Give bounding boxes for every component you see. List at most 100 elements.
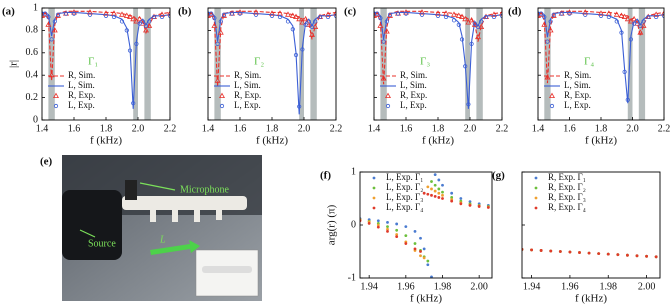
data-point: [48, 71, 55, 78]
data-point: [641, 19, 646, 24]
data-point: [437, 196, 441, 199]
data-point: [208, 11, 215, 17]
x-tick-label: 2.2: [164, 123, 177, 134]
data-point: [654, 255, 658, 259]
data-point: [549, 92, 555, 98]
data-point: [395, 222, 399, 226]
x-tick-label: 2.0: [298, 123, 311, 134]
legend-label: L, Sim.: [234, 80, 261, 90]
data-point: [325, 11, 331, 17]
panel-label: (d): [508, 6, 522, 18]
inset-tube: [202, 266, 252, 273]
panel-label: (a): [2, 6, 15, 18]
data-point: [549, 103, 555, 109]
data-point: [538, 11, 545, 17]
data-point: [217, 29, 224, 35]
band: [214, 8, 221, 120]
data-point: [433, 183, 437, 187]
band: [638, 8, 646, 120]
data-point: [386, 220, 389, 224]
data-point: [422, 256, 426, 260]
plot-frame: [359, 171, 493, 279]
data-point: [613, 11, 620, 17]
data-point: [419, 254, 422, 258]
data-point: [606, 14, 611, 20]
data-point: [466, 102, 471, 107]
legend-label: L, Sim.: [68, 80, 95, 90]
legend-label: L, Exp. Γ₁: [386, 172, 423, 182]
legend-label: R, Exp. Γ₄: [548, 202, 586, 212]
legend-label: L, Exp.: [400, 100, 427, 110]
data-point: [119, 19, 125, 24]
data-point: [136, 15, 143, 22]
plot-frame: [41, 7, 171, 121]
data-point: [426, 192, 430, 196]
data-point: [229, 11, 235, 16]
data-point: [441, 193, 444, 197]
data-point: [433, 173, 437, 177]
data-point: [269, 10, 275, 16]
x-tick-label: 1.6: [400, 123, 413, 134]
data-point: [598, 10, 604, 16]
pointer: [139, 182, 176, 191]
data-point: [377, 22, 384, 28]
y-tick-label: 0.6: [26, 47, 39, 58]
legend-label: R, Exp.: [68, 90, 95, 100]
data-point: [130, 15, 137, 22]
data-point: [568, 250, 572, 254]
panel-label: (c): [344, 6, 357, 18]
x-tick-label: 1.94: [360, 281, 378, 292]
data-point: [621, 13, 628, 19]
data-point: [403, 11, 409, 16]
x-axis-label: f (kHz): [256, 135, 288, 147]
x-tick-label: 2.2: [658, 123, 670, 134]
data-point: [635, 254, 639, 258]
data-point: [479, 19, 484, 24]
data-point: [221, 12, 227, 17]
data-point: [419, 12, 425, 17]
data-point: [167, 13, 170, 18]
data-point: [303, 22, 308, 27]
data-point: [450, 199, 454, 203]
data-point: [52, 19, 57, 24]
y-tick-label: -1: [348, 272, 356, 283]
data-point: [468, 17, 475, 23]
data-point: [111, 10, 117, 16]
data-point: [103, 13, 109, 18]
data-point: [386, 227, 389, 231]
legend-label: R, Exp. Γ₁: [548, 172, 586, 182]
y-tick-label: 1: [33, 2, 38, 13]
x-tick-label: 2.2: [330, 123, 343, 134]
data-point: [459, 197, 463, 200]
data-point: [450, 191, 454, 195]
data-point: [375, 11, 380, 16]
tube: [122, 196, 247, 210]
data-point: [404, 242, 408, 245]
chart-panel: 1.94 1.96 1.98 2.00R, Exp. Γ₁R, Exp. Γ₂R, E…: [492, 170, 661, 305]
y-axis-label: arg(r) (π): [326, 204, 338, 245]
data-point: [134, 41, 139, 46]
legend-label: L, Exp.: [234, 100, 261, 110]
chart-panel: 1.4 1.6 1.8 2.0 2.2 R, Sim.L, Sim.R, Exp.L, E…: [344, 6, 508, 147]
data-point: [443, 14, 449, 20]
x-tick-label: 2.0: [626, 123, 639, 134]
legend-label: R, Exp.: [400, 90, 427, 100]
y-axis-label: |r|: [8, 60, 20, 68]
legend-label: R, Exp.: [564, 90, 591, 100]
x-axis-label: f (kHz): [422, 135, 454, 147]
data-point: [616, 253, 620, 257]
data-point: [111, 14, 117, 20]
x-tick-label: 1.8: [100, 123, 113, 134]
band: [48, 8, 55, 120]
data-point: [221, 12, 227, 18]
data-point: [486, 206, 490, 209]
x-tick-label: 2.0: [464, 123, 477, 134]
data-point: [426, 263, 430, 267]
data-point: [219, 92, 225, 98]
data-point: [619, 30, 624, 35]
data-point: [212, 15, 217, 21]
data-point: [598, 13, 604, 18]
data-point: [628, 37, 634, 42]
annotation: Γ₃: [420, 56, 430, 68]
legend-label: R, Exp.: [234, 90, 261, 100]
